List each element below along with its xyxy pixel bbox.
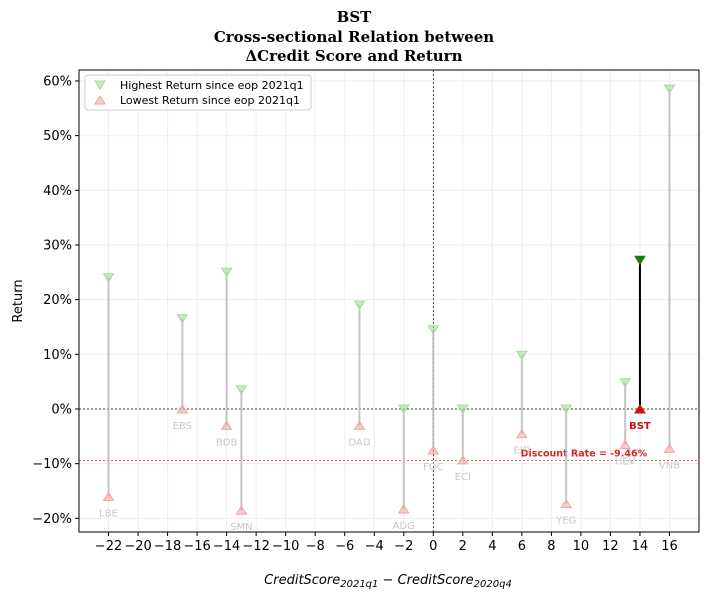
lowest-return-marker xyxy=(397,504,410,514)
x-tick-label: 8 xyxy=(547,539,555,554)
data-marks: LBE EBS BDB SMN DAD ADG FOC ECI EID YEG HEV BST VNB xyxy=(99,84,680,533)
lowest-return-marker xyxy=(353,420,366,430)
highest-return-marker xyxy=(456,404,469,414)
highest-return-marker xyxy=(663,84,676,95)
highest-return-marker xyxy=(619,378,632,388)
highest-return-marker xyxy=(235,385,248,395)
highest-return-marker xyxy=(515,350,528,361)
chart-title-line-2: Cross-sectional Relation between xyxy=(213,28,495,46)
x-tick-label: −10 xyxy=(272,539,299,554)
point-label: EID xyxy=(513,446,530,457)
x-axis-label: CreditScore2021q1 − CreditScore2020q4 xyxy=(264,573,512,590)
grid-lines xyxy=(79,70,699,532)
point-label: ECI xyxy=(455,472,471,483)
x-tick-label: −2 xyxy=(394,539,413,554)
y-tick-label: 40% xyxy=(43,184,72,199)
x-tick-label: −18 xyxy=(154,539,181,554)
highest-return-marker xyxy=(176,314,189,324)
x-ticks: −22 −20 −18 −16 −14 −12 −10 −8 −6 −4 −2 0 2 4 6 8 10 12 14… xyxy=(95,532,678,554)
lowest-return-marker xyxy=(663,443,676,453)
chart-title-line-1: BST xyxy=(336,8,372,26)
point-label: VNB xyxy=(659,460,680,471)
x-tick-label: 0 xyxy=(429,539,437,554)
lowest-return-marker xyxy=(456,454,469,465)
legend-box xyxy=(84,74,312,111)
lowest-return-marker xyxy=(427,445,440,455)
x-tick-label: −12 xyxy=(242,539,269,554)
x-tick-label: −8 xyxy=(306,539,325,554)
y-tick-label: −10% xyxy=(32,457,72,472)
x-tick-label: 2 xyxy=(459,539,467,554)
legend-item-highest: Highest Return since eop 2021q1 xyxy=(120,79,304,92)
highest-return-marker xyxy=(353,300,366,311)
lowest-return-marker xyxy=(235,505,248,515)
point-label: HEV xyxy=(615,457,636,468)
y-tick-label: 60% xyxy=(43,74,72,89)
legend-up-triangle-icon xyxy=(94,95,106,105)
y-tick-label: −20% xyxy=(32,512,72,527)
lowest-return-marker xyxy=(619,439,632,450)
lowest-return-marker xyxy=(515,428,528,439)
lowest-return-marker xyxy=(220,420,233,430)
x-tick-label: −6 xyxy=(335,539,354,554)
lowest-return-marker xyxy=(102,491,115,501)
legend-item-lowest: Lowest Return since eop 2021q1 xyxy=(120,94,300,107)
x-tick-label: −22 xyxy=(95,539,122,554)
x-tick-label: 14 xyxy=(632,539,649,554)
highest-return-marker xyxy=(220,267,233,278)
legend: Highest Return since eop 2021q1 Lowest R… xyxy=(84,74,312,111)
x-tick-label: 10 xyxy=(573,539,590,554)
highest-return-marker xyxy=(427,325,440,335)
point-label: BST xyxy=(629,421,651,432)
x-tick-label: −20 xyxy=(124,539,151,554)
lowest-return-marker xyxy=(176,404,189,414)
y-tick-label: 20% xyxy=(43,293,72,308)
point-label: BDB xyxy=(216,437,238,448)
point-label: DAD xyxy=(348,437,370,448)
x-tick-label: −14 xyxy=(213,539,240,554)
point-label: SMN xyxy=(230,522,252,533)
discount-rate-label: Discount Rate = -9.46% xyxy=(521,449,648,460)
highest-return-marker xyxy=(397,404,410,414)
highest-return-marker xyxy=(634,255,646,266)
point-label: FOC xyxy=(423,462,444,473)
highest-return-marker xyxy=(102,273,115,283)
legend-down-triangle-icon xyxy=(94,80,106,90)
point-label: YEG xyxy=(555,516,576,527)
lowest-return-marker xyxy=(560,498,573,509)
y-ticks: −20% −10% 0% 10% 20% 30% 40% 50% 60% xyxy=(32,74,79,527)
y-tick-label: 30% xyxy=(43,238,72,253)
y-tick-label: 0% xyxy=(51,402,72,417)
x-tick-label: 4 xyxy=(488,539,496,554)
chart-title-line-3: ΔCredit Score and Return xyxy=(245,47,463,65)
lowest-return-marker xyxy=(634,404,646,414)
plot-frame xyxy=(78,69,700,533)
highest-return-marker xyxy=(560,404,573,414)
y-axis-label: Return xyxy=(11,279,26,322)
y-tick-label: 50% xyxy=(43,129,72,144)
x-tick-label: −16 xyxy=(183,539,210,554)
point-label: LBE xyxy=(99,508,118,519)
x-tick-label: 6 xyxy=(518,539,526,554)
y-tick-label: 10% xyxy=(43,348,72,363)
x-tick-label: 12 xyxy=(602,539,619,554)
reference-lines: Discount Rate = -9.46% xyxy=(79,70,699,532)
point-label: ADG xyxy=(393,521,415,532)
x-tick-label: −4 xyxy=(365,539,384,554)
x-tick-label: 16 xyxy=(661,539,678,554)
point-label: EBS xyxy=(173,421,192,432)
